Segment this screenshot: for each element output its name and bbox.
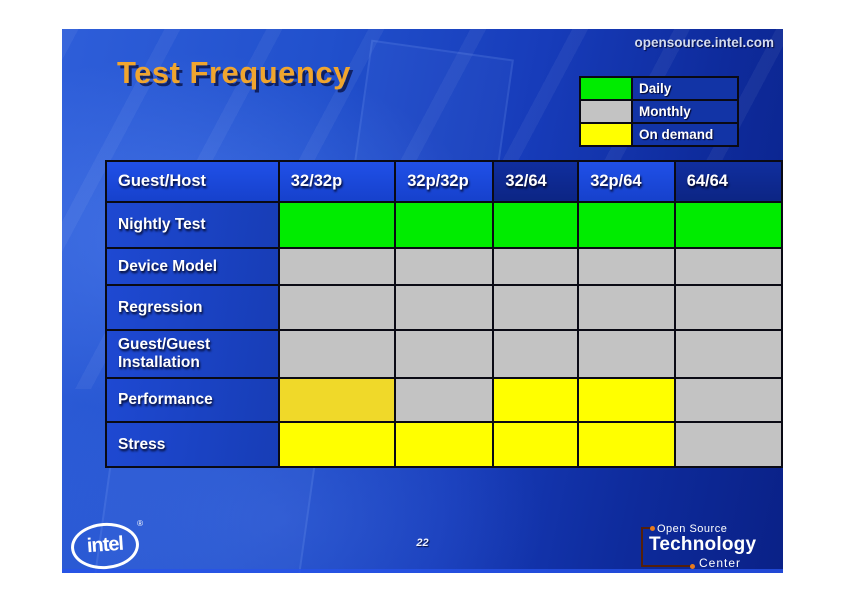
test-frequency-table-wrap: Guest/Host 32/32p 32p/32p 32/64 32p/64 64/64 N… — [105, 160, 783, 468]
legend-label-ondemand: On demand — [631, 122, 739, 147]
ostc-bracket-dot-icon — [690, 563, 695, 569]
legend-label-daily: Daily — [631, 76, 739, 101]
cell-nightly-test-32-32p — [277, 201, 397, 249]
column-header-guest-host: Guest/Host — [105, 160, 280, 203]
row-label-nightly-test: Nightly Test — [105, 201, 280, 249]
cell-stress-32p-32p — [394, 421, 495, 468]
ostc-line-technology: Technology — [649, 534, 757, 555]
row-label-performance: Performance — [105, 377, 280, 423]
cell-nightly-test-32-64 — [492, 201, 580, 249]
table-row-stress: Stress — [105, 421, 783, 468]
legend-swatch-monthly — [579, 99, 633, 124]
cell-guest-guest-installation-32p-32p — [394, 329, 495, 379]
legend-swatch-daily — [579, 76, 633, 101]
cell-nightly-test-64-64 — [673, 201, 783, 249]
open-source-technology-center-logo: Open Source Technology Center — [637, 523, 777, 573]
cell-stress-32-32p — [277, 421, 397, 468]
cell-nightly-test-32p-64 — [577, 201, 676, 249]
cell-guest-guest-installation-32-32p — [277, 329, 397, 379]
registered-trademark-icon: ® — [137, 519, 143, 528]
cell-device-model-32-64 — [492, 247, 580, 286]
legend-row-daily: Daily — [579, 76, 739, 101]
bottom-accent-strip — [62, 569, 783, 573]
cell-device-model-32p-64 — [577, 247, 676, 286]
cell-regression-64-64 — [673, 284, 783, 331]
ostc-bracket-line — [641, 527, 643, 567]
ostc-line-open-source: Open Source — [657, 523, 728, 535]
column-header-32p-64: 32p/64 — [577, 160, 676, 203]
table-row-nightly-test: Nightly Test — [105, 201, 783, 249]
legend: Daily Monthly On demand — [579, 76, 739, 147]
row-label-guest-guest-installation: Guest/Guest Installation — [105, 329, 280, 379]
row-label-device-model: Device Model — [105, 247, 280, 286]
cell-performance-32-64 — [492, 377, 580, 423]
row-label-stress: Stress — [105, 421, 280, 468]
site-url: opensource.intel.com — [634, 35, 774, 50]
cell-stress-32-64 — [492, 421, 580, 468]
header-row: Guest/Host 32/32p 32p/32p 32/64 32p/64 64/64 — [105, 160, 783, 203]
cell-performance-64-64 — [673, 377, 783, 423]
cell-device-model-32-32p — [277, 247, 397, 286]
cell-regression-32-64 — [492, 284, 580, 331]
cell-stress-64-64 — [673, 421, 783, 468]
column-header-32p-32p: 32p/32p — [394, 160, 495, 203]
row-label-regression: Regression — [105, 284, 280, 331]
cell-regression-32-32p — [277, 284, 397, 331]
cell-regression-32p-64 — [577, 284, 676, 331]
cell-performance-32-32p — [277, 377, 397, 423]
cell-nightly-test-32p-32p — [394, 201, 495, 249]
page-title: Test Frequency — [117, 55, 351, 90]
cell-performance-32p-64 — [577, 377, 676, 423]
slide: opensource.intel.com Test Frequency Dail… — [62, 29, 783, 573]
column-header-32-32p: 32/32p — [277, 160, 397, 203]
table-row-device-model: Device Model — [105, 247, 783, 286]
intel-logo-text: intel — [86, 532, 124, 557]
ostc-line-center: Center — [699, 556, 742, 570]
intel-logo: intel ® — [69, 519, 143, 572]
column-header-64-64: 64/64 — [673, 160, 783, 203]
intel-logo-oval: intel — [69, 520, 141, 572]
cell-guest-guest-installation-64-64 — [673, 329, 783, 379]
cell-guest-guest-installation-32p-64 — [577, 329, 676, 379]
cell-device-model-64-64 — [673, 247, 783, 286]
ostc-bracket-line — [641, 565, 691, 567]
legend-swatch-ondemand — [579, 122, 633, 147]
cell-guest-guest-installation-32-64 — [492, 329, 580, 379]
cell-regression-32p-32p — [394, 284, 495, 331]
cell-stress-32p-64 — [577, 421, 676, 468]
cell-performance-32p-32p — [394, 377, 495, 423]
legend-label-monthly: Monthly — [631, 99, 739, 124]
test-frequency-table: Guest/Host 32/32p 32p/32p 32/64 32p/64 64/64 N… — [105, 160, 783, 468]
legend-row-monthly: Monthly — [579, 99, 739, 124]
page-number: 22 — [416, 537, 429, 549]
table-row-regression: Regression — [105, 284, 783, 331]
table-row-guest-guest-installation: Guest/Guest Installation — [105, 329, 783, 379]
legend-row-ondemand: On demand — [579, 122, 739, 147]
ostc-bracket-dot-icon — [650, 525, 655, 531]
cell-device-model-32p-32p — [394, 247, 495, 286]
table-row-performance: Performance — [105, 377, 783, 423]
column-header-32-64: 32/64 — [492, 160, 580, 203]
ostc-bracket-line — [641, 527, 651, 529]
